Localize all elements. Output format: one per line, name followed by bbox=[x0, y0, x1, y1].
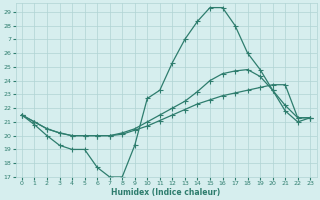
X-axis label: Humidex (Indice chaleur): Humidex (Indice chaleur) bbox=[111, 188, 221, 197]
